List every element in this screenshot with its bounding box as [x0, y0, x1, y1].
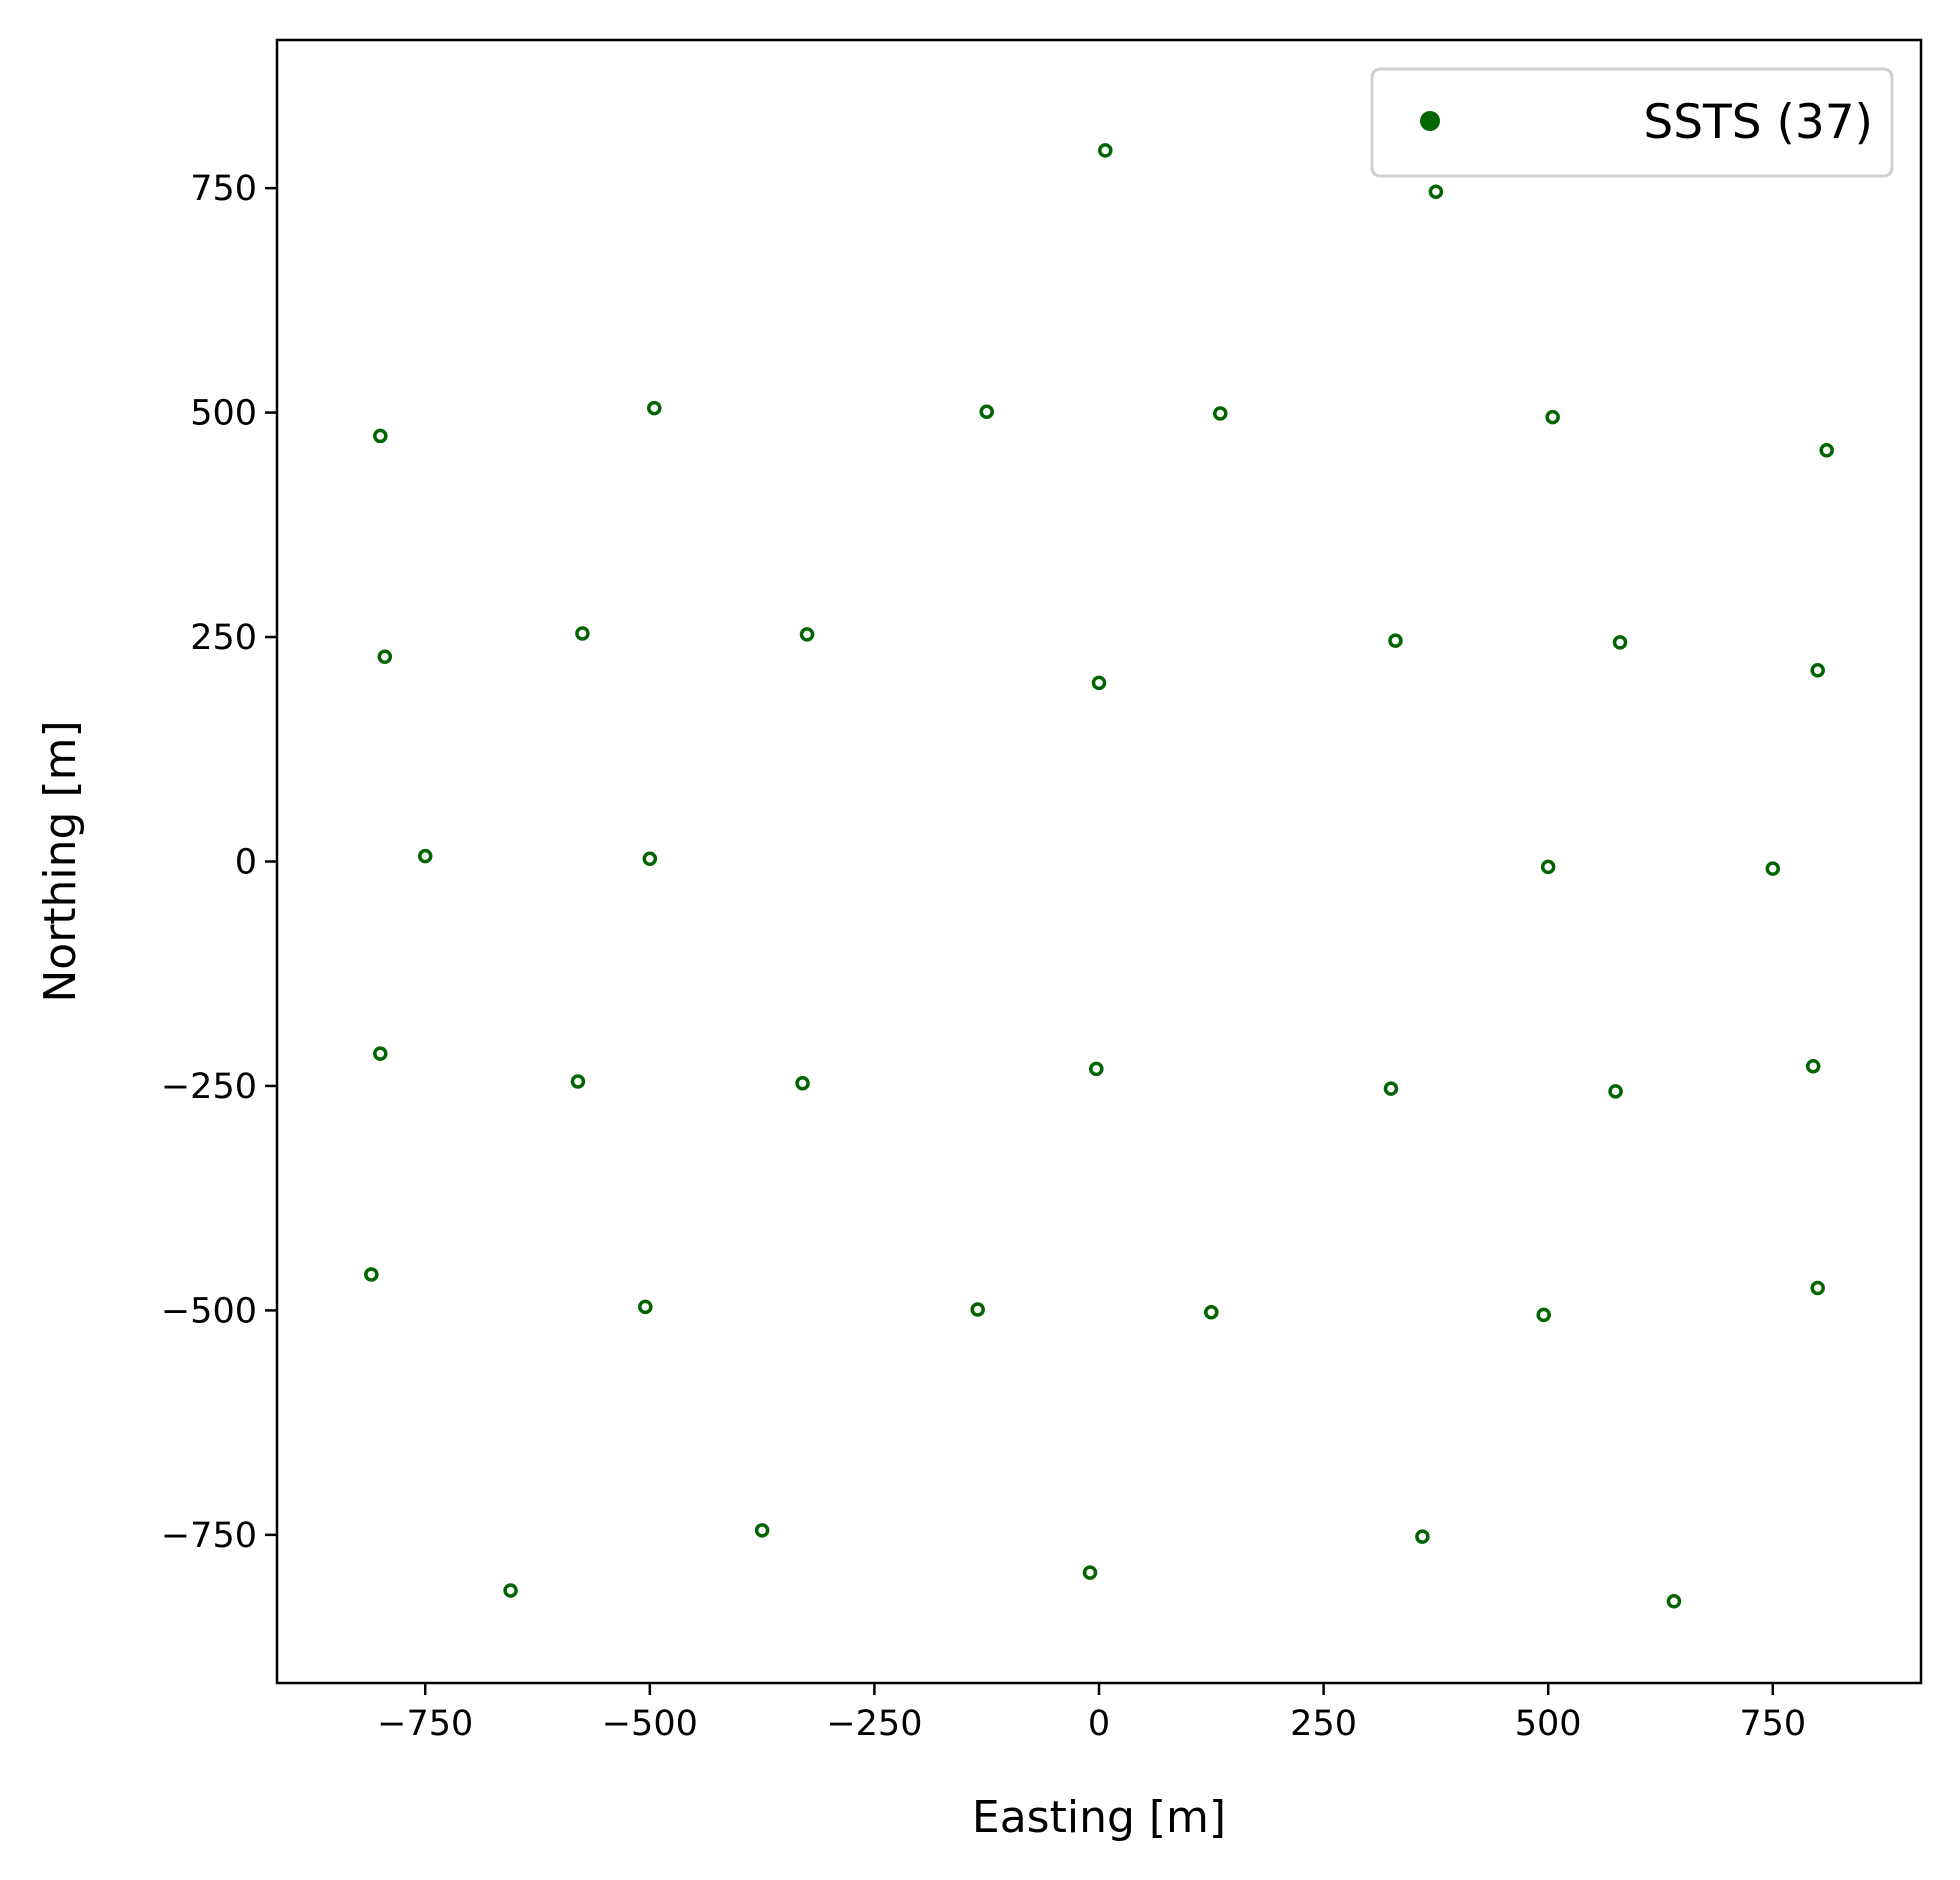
- x-tick-label: 250: [1290, 1704, 1357, 1744]
- y-tick-label: 750: [190, 169, 257, 209]
- data-point: [647, 400, 662, 416]
- y-tick-label: 0: [235, 843, 257, 883]
- data-point: [754, 1523, 770, 1538]
- data-point: [799, 627, 815, 642]
- data-point: [1428, 184, 1444, 199]
- axis-ticks: −750 −500 −250 0 250 500 750 −750 −500 −250 0 250 50…: [161, 169, 1806, 1744]
- data-point: [417, 848, 433, 864]
- legend-marker: [1420, 111, 1440, 131]
- data-point: [503, 1583, 518, 1598]
- data-point: [1819, 443, 1834, 458]
- data-point: [1082, 1565, 1098, 1580]
- y-tick-label: 500: [190, 394, 257, 434]
- data-point: [377, 649, 393, 665]
- data-point: [1091, 675, 1107, 691]
- legend-entry-label: SSTS (37): [1643, 95, 1873, 150]
- data-point: [1810, 663, 1825, 678]
- data-point: [642, 851, 658, 867]
- data-point: [1536, 1307, 1551, 1323]
- x-tick-label: −500: [602, 1704, 698, 1744]
- x-tick-label: −750: [377, 1704, 473, 1744]
- y-axis-title: Northing [m]: [35, 720, 86, 1002]
- data-point: [1388, 633, 1403, 648]
- data-point: [373, 1046, 388, 1061]
- data-point: [1805, 1058, 1821, 1074]
- data-point: [570, 1074, 586, 1089]
- data-point: [1089, 1061, 1104, 1077]
- legend-box: [1370, 67, 1894, 178]
- data-point: [638, 1299, 653, 1315]
- x-tick-label: 0: [1088, 1704, 1110, 1744]
- data-point: [575, 626, 590, 641]
- data-point: [364, 1267, 379, 1282]
- data-point: [1765, 861, 1781, 876]
- data-point: [1666, 1594, 1682, 1609]
- data-point: [1810, 1280, 1825, 1296]
- data-point: [1540, 859, 1556, 875]
- data-point: [1383, 1081, 1399, 1096]
- data-point: [979, 404, 994, 419]
- data-point: [1612, 635, 1628, 650]
- legend: SSTS (37): [1370, 67, 1894, 178]
- data-points: [364, 143, 1834, 1609]
- y-tick-label: −500: [161, 1291, 257, 1331]
- x-axis-title: Easting [m]: [972, 1792, 1226, 1843]
- data-point: [1204, 1304, 1219, 1320]
- data-point: [1415, 1529, 1430, 1544]
- data-point: [1213, 406, 1228, 421]
- y-tick-label: 250: [190, 618, 257, 658]
- x-tick-label: −250: [826, 1704, 922, 1744]
- data-point: [1608, 1084, 1623, 1099]
- data-point: [1098, 143, 1113, 158]
- plot-frame: [275, 38, 1923, 1685]
- x-tick-label: 750: [1739, 1704, 1806, 1744]
- data-point: [373, 428, 388, 444]
- data-point: [970, 1302, 985, 1317]
- y-tick-label: −750: [161, 1516, 257, 1556]
- x-tick-label: 500: [1515, 1704, 1582, 1744]
- data-point: [1545, 409, 1560, 425]
- data-point: [795, 1076, 810, 1091]
- y-tick-label: −250: [161, 1067, 257, 1107]
